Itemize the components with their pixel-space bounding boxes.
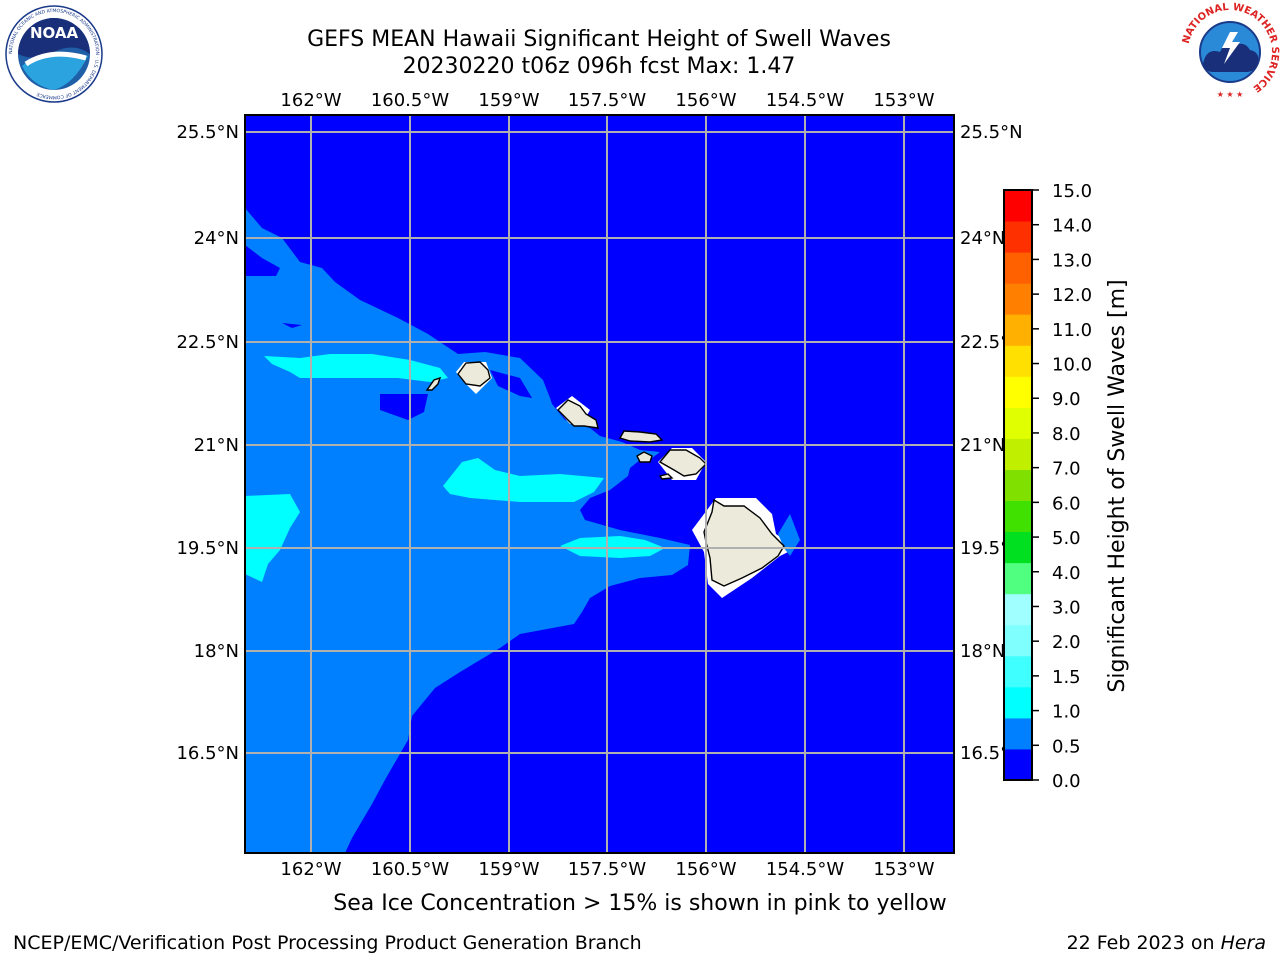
colorbar-segment <box>1004 593 1032 626</box>
colorbar-tick-label: 1.5 <box>1052 667 1081 688</box>
swell-band-1-0-region <box>443 458 604 502</box>
colorbar-tick-label: 3.0 <box>1052 597 1081 618</box>
lat-label: 21°N <box>194 435 239 456</box>
molokai-island <box>618 430 664 443</box>
lat-label: 18°N <box>194 641 239 662</box>
noaa-logo-text: NOAA <box>30 24 79 42</box>
lat-label: 22.5°N <box>176 332 239 353</box>
lat-label: 25.5°N <box>176 122 239 143</box>
colorbar-segment <box>1004 500 1032 533</box>
colorbar-tick-label: 15.0 <box>1052 181 1092 202</box>
map-gridlines <box>245 115 954 853</box>
lat-label: 25.5°N <box>960 122 1023 143</box>
colorbar-segment <box>1004 221 1032 253</box>
noaa-logo: NOAA NATIONAL OCEANIC AND ATMOSPHERIC AD… <box>5 5 103 103</box>
footer-right: 22 Feb 2023 on Hera <box>1067 932 1266 954</box>
colorbar-segment <box>1004 376 1032 408</box>
colorbar-segment <box>1004 686 1032 719</box>
kauai-island <box>457 361 491 387</box>
oahu-island <box>557 399 599 429</box>
colorbar-segment <box>1004 531 1032 564</box>
lon-label: 157.5°W <box>568 90 647 111</box>
colorbar-segment <box>1004 407 1032 439</box>
lat-label: 24°N <box>960 228 1005 249</box>
lon-labels-bottom: 162°W 160.5°W 159°W 157.5°W 156°W 154.5°… <box>280 859 934 880</box>
kahoolawe-island <box>658 473 674 480</box>
nws-stars-icon: ★ ★ ★ <box>1217 90 1244 99</box>
swell-pocket-region <box>380 394 428 420</box>
lon-label: 160.5°W <box>371 90 450 111</box>
footer-left: NCEP/EMC/Verification Post Processing Pr… <box>13 932 642 954</box>
lon-label: 159°W <box>478 859 539 880</box>
lat-labels-left: 25.5°N 24°N 22.5°N 21°N 19.5°N 18°N 16.5… <box>176 122 239 764</box>
colorbar-tick-label: 4.0 <box>1052 563 1081 584</box>
swell-band-1-0-region <box>245 494 300 582</box>
lon-label: 162°W <box>280 859 341 880</box>
colorbar-tick-label: 0.5 <box>1052 736 1081 757</box>
lon-label: 154.5°W <box>766 859 845 880</box>
colorbar-segment <box>1004 655 1032 688</box>
lon-label: 162°W <box>280 90 341 111</box>
chart-subtitle: 20230220 t06z 096h fcst Max: 1.47 <box>402 54 796 79</box>
colorbar-segment <box>1004 748 1032 781</box>
lon-label: 156°W <box>675 859 736 880</box>
swell-pocket-region <box>490 370 532 398</box>
colorbar-segment <box>1004 283 1032 315</box>
lon-label: 153°W <box>873 90 934 111</box>
colorbar-tick-label: 8.0 <box>1052 424 1081 445</box>
colorbar-label: Significant Height of Swell Waves [m] <box>1105 279 1130 692</box>
lon-labels-top: 162°W 160.5°W 159°W 157.5°W 156°W 154.5°… <box>280 90 934 111</box>
map-frame <box>244 114 955 854</box>
colorbar-tick-label: 14.0 <box>1052 216 1092 237</box>
lat-label: 18°N <box>960 641 1005 662</box>
chart-title: GEFS MEAN Hawaii Significant Height of S… <box>307 27 891 52</box>
lat-label: 16.5°N <box>176 743 239 764</box>
colorbar-tick-label: 12.0 <box>1052 285 1092 306</box>
colorbar-tick-label: 0.0 <box>1052 771 1081 792</box>
colorbar-frame <box>1003 189 1033 781</box>
colorbar-segment <box>1004 438 1032 470</box>
lat-label: 19.5°N <box>176 538 239 559</box>
lon-label: 157.5°W <box>568 859 647 880</box>
colorbar-tick-label: 5.0 <box>1052 528 1081 549</box>
colorbar-tick-label: 2.0 <box>1052 632 1081 653</box>
hawaiian-islands <box>425 361 785 587</box>
colorbar-tick-label: 7.0 <box>1052 459 1081 480</box>
lon-label: 153°W <box>873 859 934 880</box>
colorbar-segment <box>1004 624 1032 657</box>
colorbar: 15.0 14.0 13.0 12.0 11.0 10.0 9.0 8.0 7.0 6.0 5.0 4… <box>1003 181 1092 792</box>
niihau-island <box>425 376 442 391</box>
lon-label: 156°W <box>675 90 736 111</box>
lanai-island <box>636 451 653 463</box>
lat-label: 24°N <box>194 228 239 249</box>
lon-label: 154.5°W <box>766 90 845 111</box>
footer-date: 22 Feb 2023 on <box>1066 932 1221 954</box>
lon-label: 160.5°W <box>371 859 450 880</box>
colorbar-tick-label: 11.0 <box>1052 320 1092 341</box>
colorbar-segment <box>1004 190 1032 222</box>
lon-label: 159°W <box>478 90 539 111</box>
colorbar-tick-label: 6.0 <box>1052 493 1081 514</box>
colorbar-tick-label: 13.0 <box>1052 250 1092 271</box>
swell-pocket-region <box>245 245 280 276</box>
footer-host: Hera <box>1220 932 1266 954</box>
colorbar-tick-label: 9.0 <box>1052 389 1081 410</box>
hawaii-big-island <box>703 498 785 587</box>
colorbar-segment <box>1004 717 1032 750</box>
colorbar-tick-label: 1.0 <box>1052 702 1081 723</box>
colorbar-segment <box>1004 469 1032 502</box>
lat-label: 21°N <box>960 435 1005 456</box>
swell-pocket-region <box>282 323 302 328</box>
colorbar-tick-label: 10.0 <box>1052 355 1092 376</box>
sea-ice-caption: Sea Ice Concentration > 15% is shown in … <box>333 891 947 916</box>
colorbar-segment <box>1004 314 1032 346</box>
colorbar-segment <box>1004 562 1032 595</box>
colorbar-segment <box>1004 252 1032 284</box>
nws-logo: NATIONAL WEATHER SERVICE ★ ★ ★ <box>1181 2 1280 99</box>
colorbar-segment <box>1004 345 1032 377</box>
